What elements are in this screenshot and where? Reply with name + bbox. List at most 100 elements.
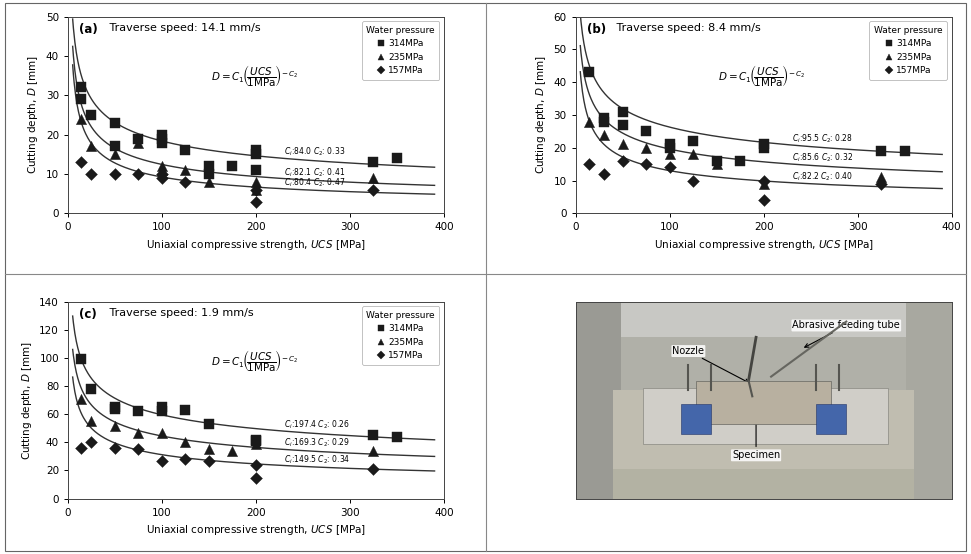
Point (154, 456, 170, 465)
Point (84, 417, 99, 425)
Legend: 314MPa, 235MPa, 157MPa: 314MPa, 235MPa, 157MPa (362, 21, 440, 80)
Point (755, 143, 771, 152)
Point (389, 154, 405, 163)
Point (709, 156, 724, 165)
Point (366, 173, 382, 182)
X-axis label: Uniaxial compressive strength, $\mathit{UCS}$ [MPa]: Uniaxial compressive strength, $\mathit{… (653, 238, 874, 252)
Point (84, 170, 99, 178)
Bar (613, 391, 914, 499)
Point (178, 455, 193, 464)
Point (178, 166, 193, 175)
Point (638, 143, 653, 152)
Point (131, 445, 147, 454)
Point (131, 134, 147, 143)
Point (201, 162, 217, 171)
Point (638, 160, 653, 168)
Point (178, 146, 193, 155)
Point (366, 465, 382, 474)
Point (873, 147, 888, 156)
Y-axis label: Cutting depth, $\mathit{D}$ [mm]: Cutting depth, $\mathit{D}$ [mm] (534, 55, 548, 175)
Text: $C_i$:197.4 $C_2$: 0.26: $C_i$:197.4 $C_2$: 0.26 (285, 419, 351, 431)
Point (873, 173, 888, 182)
Point (107, 119, 122, 127)
Point (201, 456, 217, 465)
Point (249, 185, 264, 194)
Point (662, 150, 678, 159)
Point (755, 196, 771, 204)
Point (107, 170, 122, 178)
Y-axis label: Cutting depth, $\mathit{D}$ [mm]: Cutting depth, $\mathit{D}$ [mm] (26, 55, 40, 175)
Point (755, 140, 771, 149)
Point (74, 355, 89, 364)
Point (249, 166, 264, 175)
Point (732, 156, 748, 165)
Text: Traverse speed: 1.9 mm/s: Traverse speed: 1.9 mm/s (106, 308, 253, 318)
Point (686, 150, 701, 159)
Point (154, 428, 170, 437)
Point (84, 438, 99, 447)
Point (107, 444, 122, 453)
Point (249, 146, 264, 155)
Point (107, 142, 122, 151)
Bar (696, 381, 831, 424)
Point (755, 176, 771, 185)
Point (249, 473, 264, 482)
Point (107, 150, 122, 159)
Point (201, 177, 217, 186)
Point (249, 460, 264, 469)
Point (74, 444, 89, 453)
Point (154, 407, 170, 416)
Legend: 314MPa, 235MPa, 157MPa: 314MPa, 235MPa, 157MPa (869, 21, 947, 80)
Text: Specimen: Specimen (732, 420, 780, 460)
Point (581, 117, 596, 126)
Bar (681, 404, 711, 434)
Text: $C_i$:85.6 $C_2$: 0.32: $C_i$:85.6 $C_2$: 0.32 (791, 152, 853, 164)
Point (154, 173, 170, 182)
Point (154, 403, 170, 412)
Point (74, 95, 89, 104)
Point (615, 156, 630, 165)
Point (74, 83, 89, 92)
Point (686, 176, 701, 185)
Point (154, 130, 170, 139)
Point (107, 421, 122, 430)
Bar (907, 302, 952, 499)
Point (366, 185, 382, 194)
Point (249, 150, 264, 159)
Point (249, 437, 264, 445)
Point (873, 179, 888, 188)
Point (154, 134, 170, 143)
Point (366, 158, 382, 167)
Bar (576, 302, 952, 337)
Point (131, 138, 147, 147)
Text: $C_i$:149.5 $C_2$: 0.34: $C_i$:149.5 $C_2$: 0.34 (285, 453, 351, 465)
Text: Traverse speed: 14.1 mm/s: Traverse speed: 14.1 mm/s (106, 23, 260, 33)
Point (755, 179, 771, 188)
Point (596, 117, 612, 126)
Point (131, 428, 147, 437)
Point (154, 166, 170, 175)
Point (662, 140, 678, 149)
X-axis label: Uniaxial compressive strength, $\mathit{UCS}$ [MPa]: Uniaxial compressive strength, $\mathit{… (146, 238, 366, 252)
Point (615, 140, 630, 149)
Text: $C_i$:84.0 $C_2$: 0.33: $C_i$:84.0 $C_2$: 0.33 (285, 146, 346, 158)
Point (709, 160, 724, 168)
Point (154, 170, 170, 178)
Point (249, 177, 264, 186)
Point (249, 185, 264, 194)
Point (615, 107, 630, 116)
Point (615, 120, 630, 129)
Point (201, 445, 217, 454)
Point (178, 438, 193, 447)
Text: $D=C_1\!\left(\!\dfrac{UCS}{1\mathrm{MPa}}\!\right)^{\!-C_2}$: $D=C_1\!\left(\!\dfrac{UCS}{1\mathrm{MPa… (211, 63, 298, 89)
Point (84, 111, 99, 120)
Text: $D=C_1\!\left(\!\dfrac{UCS}{1\mathrm{MPa}}\!\right)^{\!-C_2}$: $D=C_1\!\left(\!\dfrac{UCS}{1\mathrm{MPa… (719, 63, 806, 89)
Point (249, 435, 264, 444)
Text: Abrasive feeding tube: Abrasive feeding tube (792, 320, 900, 347)
Point (581, 68, 596, 77)
Point (897, 147, 913, 156)
Point (74, 158, 89, 167)
Point (224, 447, 240, 455)
Point (662, 163, 678, 172)
Point (662, 143, 678, 152)
